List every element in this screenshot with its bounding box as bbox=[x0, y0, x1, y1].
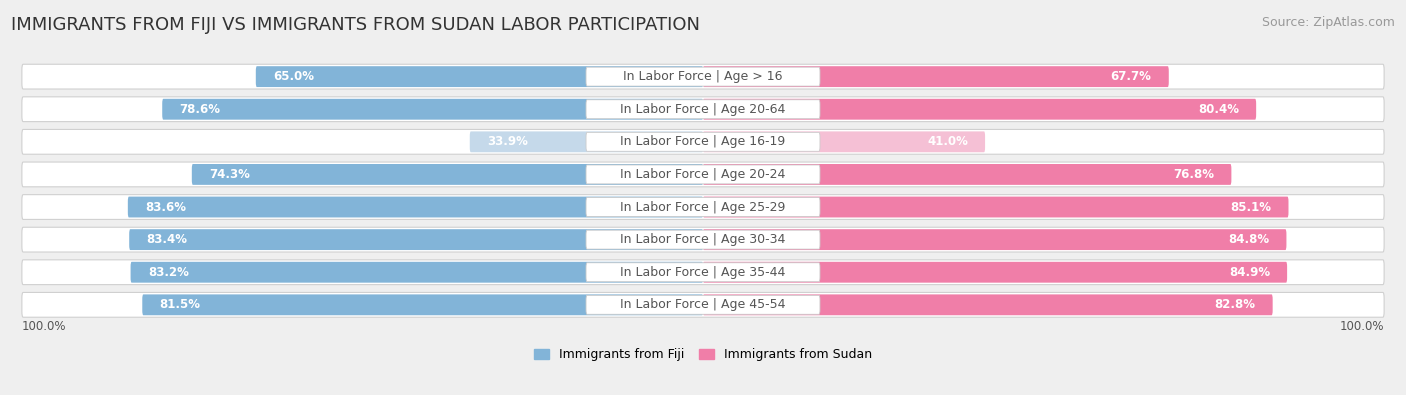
Text: 78.6%: 78.6% bbox=[180, 103, 221, 116]
Text: 41.0%: 41.0% bbox=[927, 135, 967, 149]
FancyBboxPatch shape bbox=[703, 99, 1256, 120]
Text: 81.5%: 81.5% bbox=[159, 298, 201, 311]
FancyBboxPatch shape bbox=[586, 67, 820, 86]
FancyBboxPatch shape bbox=[703, 132, 986, 152]
Text: Source: ZipAtlas.com: Source: ZipAtlas.com bbox=[1261, 16, 1395, 29]
FancyBboxPatch shape bbox=[703, 164, 1232, 185]
FancyBboxPatch shape bbox=[703, 66, 1168, 87]
FancyBboxPatch shape bbox=[586, 165, 820, 184]
FancyBboxPatch shape bbox=[22, 292, 1384, 317]
FancyBboxPatch shape bbox=[586, 132, 820, 151]
FancyBboxPatch shape bbox=[470, 132, 703, 152]
FancyBboxPatch shape bbox=[703, 294, 1272, 315]
FancyBboxPatch shape bbox=[703, 262, 1286, 283]
FancyBboxPatch shape bbox=[586, 263, 820, 282]
FancyBboxPatch shape bbox=[22, 162, 1384, 187]
Text: 80.4%: 80.4% bbox=[1198, 103, 1239, 116]
Text: 82.8%: 82.8% bbox=[1215, 298, 1256, 311]
Text: 100.0%: 100.0% bbox=[22, 320, 66, 333]
FancyBboxPatch shape bbox=[131, 262, 703, 283]
FancyBboxPatch shape bbox=[703, 197, 1288, 218]
Text: 83.4%: 83.4% bbox=[146, 233, 187, 246]
FancyBboxPatch shape bbox=[703, 229, 1286, 250]
Text: In Labor Force | Age 35-44: In Labor Force | Age 35-44 bbox=[620, 266, 786, 279]
FancyBboxPatch shape bbox=[22, 130, 1384, 154]
Text: 100.0%: 100.0% bbox=[1340, 320, 1384, 333]
Text: 76.8%: 76.8% bbox=[1173, 168, 1215, 181]
Text: In Labor Force | Age 16-19: In Labor Force | Age 16-19 bbox=[620, 135, 786, 149]
Text: 85.1%: 85.1% bbox=[1230, 201, 1271, 214]
Text: In Labor Force | Age > 16: In Labor Force | Age > 16 bbox=[623, 70, 783, 83]
FancyBboxPatch shape bbox=[586, 100, 820, 118]
FancyBboxPatch shape bbox=[256, 66, 703, 87]
FancyBboxPatch shape bbox=[586, 198, 820, 216]
FancyBboxPatch shape bbox=[22, 227, 1384, 252]
Text: 84.8%: 84.8% bbox=[1227, 233, 1270, 246]
Text: In Labor Force | Age 45-54: In Labor Force | Age 45-54 bbox=[620, 298, 786, 311]
Text: IMMIGRANTS FROM FIJI VS IMMIGRANTS FROM SUDAN LABOR PARTICIPATION: IMMIGRANTS FROM FIJI VS IMMIGRANTS FROM … bbox=[11, 16, 700, 34]
Legend: Immigrants from Fiji, Immigrants from Sudan: Immigrants from Fiji, Immigrants from Su… bbox=[534, 348, 872, 361]
FancyBboxPatch shape bbox=[586, 230, 820, 249]
Text: 67.7%: 67.7% bbox=[1111, 70, 1152, 83]
Text: 65.0%: 65.0% bbox=[273, 70, 314, 83]
Text: 83.2%: 83.2% bbox=[148, 266, 188, 279]
Text: 74.3%: 74.3% bbox=[209, 168, 250, 181]
FancyBboxPatch shape bbox=[128, 197, 703, 218]
FancyBboxPatch shape bbox=[142, 294, 703, 315]
Text: 83.6%: 83.6% bbox=[145, 201, 186, 214]
Text: In Labor Force | Age 20-24: In Labor Force | Age 20-24 bbox=[620, 168, 786, 181]
Text: 84.9%: 84.9% bbox=[1229, 266, 1270, 279]
Text: In Labor Force | Age 25-29: In Labor Force | Age 25-29 bbox=[620, 201, 786, 214]
FancyBboxPatch shape bbox=[191, 164, 703, 185]
FancyBboxPatch shape bbox=[162, 99, 703, 120]
Text: In Labor Force | Age 20-64: In Labor Force | Age 20-64 bbox=[620, 103, 786, 116]
FancyBboxPatch shape bbox=[22, 97, 1384, 122]
Text: In Labor Force | Age 30-34: In Labor Force | Age 30-34 bbox=[620, 233, 786, 246]
FancyBboxPatch shape bbox=[129, 229, 703, 250]
FancyBboxPatch shape bbox=[586, 295, 820, 314]
Text: 33.9%: 33.9% bbox=[486, 135, 527, 149]
FancyBboxPatch shape bbox=[22, 195, 1384, 219]
FancyBboxPatch shape bbox=[22, 260, 1384, 285]
FancyBboxPatch shape bbox=[22, 64, 1384, 89]
